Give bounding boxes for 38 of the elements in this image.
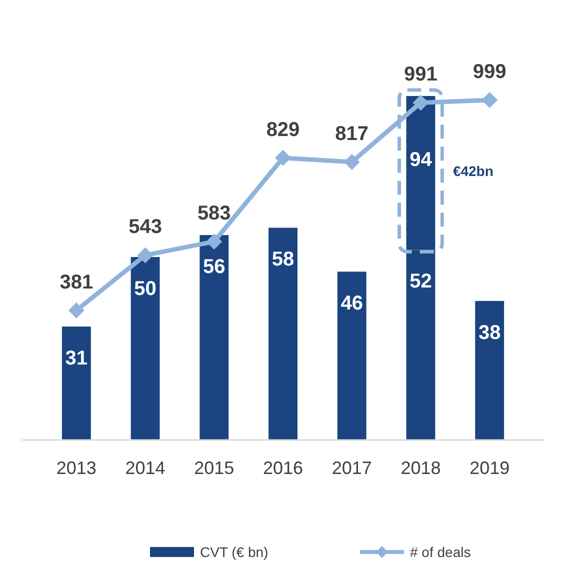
point xyxy=(275,150,291,166)
bar xyxy=(62,326,91,440)
total-label: 94 xyxy=(410,149,433,171)
x-tick-label: 2013 xyxy=(56,458,96,478)
point xyxy=(68,302,84,318)
x-tick-label: 2014 xyxy=(125,458,166,478)
data-label: 38 xyxy=(478,322,501,344)
bar xyxy=(130,257,160,440)
bar xyxy=(200,235,229,440)
point xyxy=(344,154,360,170)
data-label: 999 xyxy=(472,61,506,83)
data-label: 52 xyxy=(410,270,432,293)
point xyxy=(482,92,498,108)
data-label: 829 xyxy=(266,118,300,141)
x-tick-label: 2019 xyxy=(470,458,510,478)
bar xyxy=(268,228,298,440)
data-label: 817 xyxy=(335,122,369,145)
bar xyxy=(337,272,366,440)
annotation: €42bn xyxy=(452,163,494,179)
data-label: 991 xyxy=(404,64,438,86)
x-tick-label: 2018 xyxy=(400,458,441,478)
data-label: 543 xyxy=(128,216,162,238)
data-label: 381 xyxy=(60,271,94,294)
data-label: 583 xyxy=(197,202,231,225)
x-tick-label: 2017 xyxy=(332,458,372,478)
point xyxy=(137,247,154,264)
data-label: 31 xyxy=(65,348,88,370)
data-label: 50 xyxy=(134,278,156,300)
x-tick-label: 2015 xyxy=(194,458,234,478)
data-label: 56 xyxy=(203,256,226,278)
point xyxy=(412,94,429,111)
x-tick-label: 2016 xyxy=(262,458,304,478)
data-label: 58 xyxy=(272,248,294,271)
data-label: 46 xyxy=(340,292,363,315)
point xyxy=(206,234,222,250)
legend-label: # of deals xyxy=(410,544,471,560)
legend-label: CVT (€ bn) xyxy=(200,544,268,560)
bar xyxy=(475,300,504,440)
